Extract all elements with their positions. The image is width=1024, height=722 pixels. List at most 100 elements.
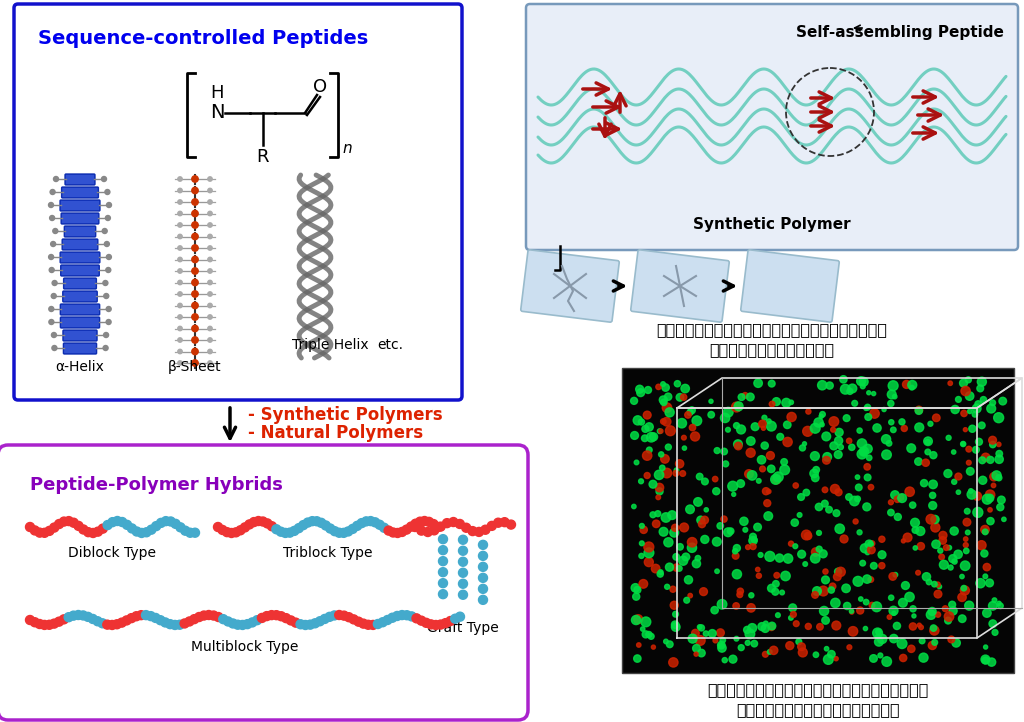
Circle shape	[634, 586, 641, 593]
Circle shape	[749, 593, 754, 598]
Circle shape	[810, 469, 818, 478]
Circle shape	[358, 619, 368, 628]
Circle shape	[636, 386, 644, 393]
Circle shape	[699, 588, 708, 596]
Circle shape	[811, 548, 820, 556]
Circle shape	[106, 307, 112, 311]
Circle shape	[361, 517, 371, 526]
Circle shape	[181, 526, 189, 535]
Circle shape	[660, 382, 666, 386]
Circle shape	[749, 536, 757, 545]
Circle shape	[646, 447, 652, 453]
Circle shape	[779, 590, 784, 595]
Circle shape	[89, 529, 97, 537]
Circle shape	[925, 440, 930, 445]
Circle shape	[666, 563, 674, 571]
Circle shape	[231, 528, 241, 537]
Circle shape	[985, 490, 994, 500]
Circle shape	[869, 602, 874, 608]
FancyBboxPatch shape	[521, 250, 620, 322]
Circle shape	[981, 453, 990, 461]
FancyBboxPatch shape	[60, 265, 99, 276]
Circle shape	[644, 548, 653, 557]
Text: β-Sheet: β-Sheet	[168, 360, 222, 374]
Circle shape	[282, 614, 291, 622]
Circle shape	[992, 630, 998, 635]
Circle shape	[303, 518, 312, 527]
Circle shape	[823, 453, 831, 461]
Circle shape	[847, 645, 852, 650]
Circle shape	[768, 380, 775, 387]
Circle shape	[754, 523, 762, 531]
Circle shape	[408, 612, 416, 621]
Circle shape	[208, 292, 212, 296]
Circle shape	[928, 607, 936, 615]
Circle shape	[909, 386, 914, 390]
Circle shape	[670, 601, 678, 609]
Circle shape	[842, 584, 850, 593]
Circle shape	[768, 624, 775, 630]
Circle shape	[701, 478, 709, 485]
Circle shape	[847, 438, 852, 443]
Circle shape	[771, 474, 780, 484]
Circle shape	[721, 448, 727, 455]
Circle shape	[840, 375, 847, 383]
Circle shape	[459, 557, 468, 566]
Circle shape	[872, 628, 883, 638]
Circle shape	[868, 577, 873, 583]
Circle shape	[983, 609, 991, 617]
Circle shape	[996, 442, 1001, 447]
Circle shape	[819, 412, 825, 417]
FancyBboxPatch shape	[65, 174, 95, 185]
Circle shape	[178, 235, 182, 239]
Circle shape	[31, 618, 39, 627]
Circle shape	[726, 427, 730, 432]
Circle shape	[208, 257, 212, 261]
Circle shape	[438, 567, 447, 577]
Circle shape	[257, 614, 266, 622]
Circle shape	[966, 392, 974, 400]
Circle shape	[964, 537, 968, 542]
Circle shape	[243, 619, 252, 629]
Circle shape	[831, 621, 841, 630]
Circle shape	[745, 629, 755, 639]
Circle shape	[882, 407, 886, 412]
Circle shape	[787, 412, 797, 422]
Circle shape	[867, 546, 876, 554]
Circle shape	[752, 423, 759, 430]
Circle shape	[190, 529, 200, 537]
Circle shape	[657, 429, 663, 434]
Circle shape	[214, 612, 223, 622]
Circle shape	[959, 379, 968, 387]
Circle shape	[271, 525, 281, 534]
Circle shape	[907, 444, 915, 453]
Circle shape	[459, 568, 468, 578]
Circle shape	[441, 619, 450, 627]
FancyBboxPatch shape	[63, 343, 96, 354]
Circle shape	[688, 593, 692, 598]
Circle shape	[828, 587, 835, 593]
Circle shape	[893, 622, 900, 630]
Circle shape	[103, 346, 109, 350]
Circle shape	[829, 583, 836, 590]
Circle shape	[660, 399, 667, 406]
Circle shape	[859, 378, 868, 386]
Circle shape	[676, 460, 684, 468]
Circle shape	[938, 548, 943, 553]
Circle shape	[869, 541, 874, 546]
FancyBboxPatch shape	[740, 250, 840, 322]
Circle shape	[976, 578, 985, 588]
Circle shape	[948, 565, 953, 570]
Circle shape	[822, 617, 829, 625]
Circle shape	[691, 630, 699, 637]
Circle shape	[756, 567, 760, 572]
Circle shape	[733, 603, 739, 609]
Circle shape	[796, 639, 802, 645]
Circle shape	[915, 407, 923, 414]
Circle shape	[388, 613, 397, 622]
Circle shape	[855, 496, 860, 502]
Circle shape	[863, 575, 871, 583]
Circle shape	[899, 654, 907, 661]
Circle shape	[864, 404, 870, 410]
Circle shape	[673, 612, 679, 617]
